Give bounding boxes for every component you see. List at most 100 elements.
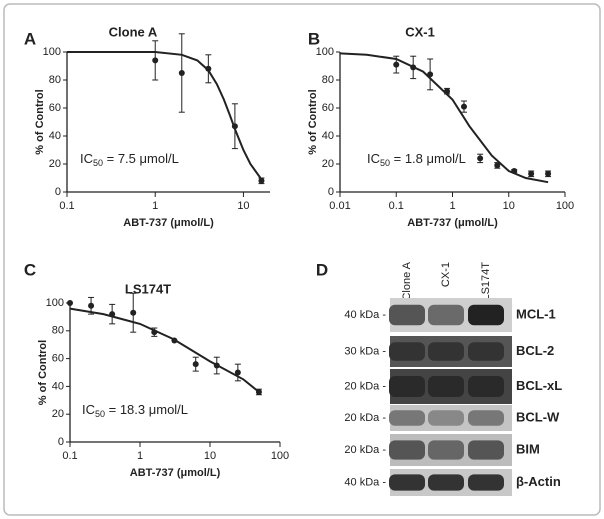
protein-label: BCL-W: [516, 409, 560, 424]
data-point: [192, 361, 199, 368]
fit-curve: [67, 51, 263, 180]
data-point: [511, 168, 518, 174]
x-tick-label: 0.1: [62, 450, 77, 462]
data-point: [231, 123, 238, 130]
lane-label: CX-1: [440, 262, 452, 287]
blot-band: [389, 376, 425, 397]
x-axis-label: ABT-737 (μmol/L): [130, 467, 221, 479]
y-tick-label: 40: [49, 130, 61, 142]
ic50-part: 50: [93, 158, 103, 168]
data-point: [151, 329, 158, 336]
blot-band: [389, 474, 425, 491]
fit-curve: [339, 52, 549, 184]
chart-title: LS174T: [125, 281, 171, 296]
blot-band: [389, 410, 425, 426]
size-label: 20 kDa -: [344, 412, 386, 424]
ic50-part: = 18.3 μmol/L: [105, 402, 188, 417]
data-point: [460, 103, 467, 110]
ic50-annotation: IC50 = 7.5 μmol/L: [80, 151, 179, 168]
x-tick-label: 1: [152, 200, 158, 212]
blot-band: [428, 342, 464, 361]
blot-band: [428, 376, 464, 397]
data-point: [410, 64, 417, 71]
size-label: 40 kDa -: [344, 476, 386, 488]
y-tick-label: 60: [49, 102, 61, 114]
data-point: [494, 162, 501, 169]
y-tick-label: 100: [46, 297, 64, 309]
y-tick-label: 0: [58, 436, 64, 448]
data-point: [178, 70, 185, 76]
size-label: 20 kDa -: [344, 444, 386, 456]
x-tick-label: 0.1: [59, 200, 74, 212]
blot-band: [428, 410, 464, 426]
blot-band: [389, 304, 425, 326]
chart-title: CX-1: [405, 24, 435, 39]
data-point: [67, 300, 73, 306]
data-point: [528, 170, 535, 177]
y-axis-label: % of Control: [307, 89, 319, 154]
y-tick-label: 40: [322, 130, 334, 142]
y-tick-label: 100: [316, 46, 334, 58]
data-point: [393, 61, 400, 68]
panel-label: C: [24, 260, 36, 279]
ic50-annotation: IC50 = 1.8 μmol/L: [367, 151, 466, 168]
data-point: [545, 170, 552, 177]
data-point: [152, 57, 159, 64]
y-tick-label: 20: [52, 408, 64, 420]
data-point: [88, 302, 95, 309]
data-point: [258, 177, 265, 184]
blot-band: [468, 304, 504, 326]
ic50-part: = 1.8 μmol/L: [390, 151, 466, 166]
x-tick-label: 1: [137, 450, 143, 462]
data-point: [109, 311, 116, 318]
y-tick-label: 20: [49, 158, 61, 170]
data-point: [213, 362, 220, 369]
y-tick-label: 80: [52, 325, 64, 337]
size-label: 40 kDa -: [344, 309, 386, 321]
lane-label: Clone A: [401, 261, 413, 300]
lane-label: LS174T: [480, 262, 492, 301]
y-tick-label: 100: [43, 46, 61, 58]
y-tick-label: 60: [322, 102, 334, 114]
fit-curve: [69, 307, 260, 393]
blot-band: [468, 376, 504, 397]
protein-label: BCL-xL: [516, 378, 562, 393]
x-axis-label: ABT-737 (μmol/L): [123, 217, 214, 229]
protein-label: β-Actin: [516, 474, 561, 489]
x-tick-label: 0.01: [329, 200, 350, 212]
protein-label: MCL-1: [516, 306, 556, 321]
ic50-part: 50: [95, 409, 105, 419]
y-tick-label: 20: [322, 158, 334, 170]
y-tick-label: 0: [55, 186, 61, 198]
blot-band: [468, 342, 504, 361]
data-point: [234, 369, 241, 376]
ic50-part: IC: [367, 151, 380, 166]
y-tick-label: 80: [322, 74, 334, 86]
x-tick-label: 100: [271, 450, 289, 462]
y-axis-label: % of Control: [37, 340, 49, 405]
blot-band: [428, 440, 464, 460]
data-point: [444, 88, 451, 95]
protein-label: BCL-2: [516, 343, 554, 358]
x-tick-label: 0.1: [389, 200, 404, 212]
blot-band: [468, 410, 504, 426]
size-label: 30 kDa -: [344, 345, 386, 357]
data-point: [477, 155, 484, 162]
ic50-annotation: IC50 = 18.3 μmol/L: [82, 402, 188, 419]
ic50-part: IC: [80, 151, 93, 166]
y-tick-label: 60: [52, 353, 64, 365]
chart-title: Clone A: [109, 24, 158, 39]
blot-band: [468, 474, 504, 491]
x-axis-label: ABT-737 (μmol/L): [407, 217, 498, 229]
blot-band: [389, 342, 425, 361]
y-tick-label: 0: [328, 186, 334, 198]
data-point: [427, 71, 434, 78]
ic50-part: 50: [380, 158, 390, 168]
blot-band: [428, 474, 464, 491]
ic50-part: = 7.5 μmol/L: [103, 151, 179, 166]
panel-label: B: [308, 29, 320, 48]
ic50-part: IC: [82, 402, 95, 417]
data-point: [255, 388, 262, 395]
size-label: 20 kDa -: [344, 380, 386, 392]
